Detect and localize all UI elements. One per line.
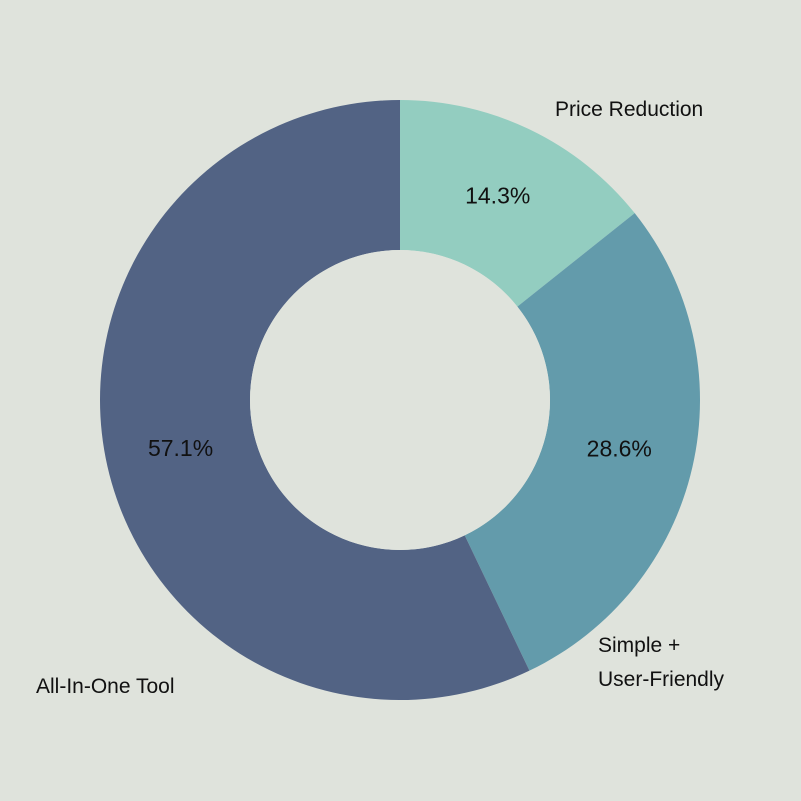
donut-slice <box>100 99 530 700</box>
category-label-line: User-Friendly <box>598 668 725 691</box>
slice-percent-label: 14.3% <box>465 182 530 208</box>
donut-slice <box>464 213 701 671</box>
slice-group <box>100 99 701 700</box>
category-label-line: Simple + <box>598 634 680 657</box>
donut-slice <box>400 100 635 307</box>
percent-label-group: 14.3% 28.6% 57.1% <box>148 182 652 461</box>
donut-hole <box>250 250 550 550</box>
category-label-group: Price Reduction Simple + User-Friendly All-… <box>36 98 725 698</box>
slice-category-label: Simple + User-Friendly <box>598 634 725 691</box>
category-label-line: All-In-One Tool <box>36 675 175 698</box>
category-label-line: Price Reduction <box>555 98 703 121</box>
slice-category-label: All-In-One Tool <box>36 675 175 698</box>
slice-category-label: Price Reduction <box>555 98 703 121</box>
slice-percent-label: 28.6% <box>587 436 652 462</box>
slice-percent-label: 57.1% <box>148 435 213 461</box>
